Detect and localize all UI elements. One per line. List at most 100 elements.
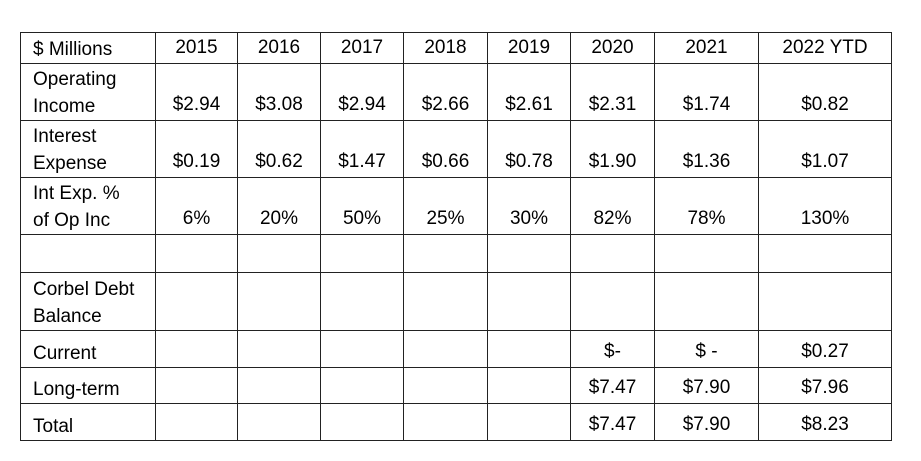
value-cell (155, 367, 238, 404)
table-row (20, 234, 892, 273)
value-cell: 20% (237, 177, 321, 235)
table-row: Operating Income $2.94 $3.08 $2.94 $2.66 $2.61… (20, 63, 892, 121)
value-cell: 6% (155, 177, 238, 235)
value-cell: $7.47 (570, 367, 655, 404)
value-cell (155, 403, 238, 441)
value-cell: 78% (654, 177, 759, 235)
value-cell: $7.47 (570, 403, 655, 441)
value-cell: $1.74 (654, 63, 759, 121)
year-header-cell: 2017 (320, 32, 404, 64)
row-label-line: Balance (33, 306, 102, 327)
year-header-cell: 2020 (570, 32, 655, 64)
value-cell (320, 403, 404, 441)
financial-table: $ Millions 2015 2016 2017 2018 2019 2020 2021 20… (20, 32, 892, 441)
value-cell (570, 234, 655, 273)
value-cell (570, 272, 655, 331)
row-label-line: Long-term (33, 379, 120, 400)
row-label-cell: Total (20, 403, 156, 441)
year-header-cell: 2021 (654, 32, 759, 64)
value-cell (403, 330, 488, 368)
value-cell: $1.07 (758, 120, 892, 178)
value-cell: $2.94 (155, 63, 238, 121)
row-label-line: Income (33, 96, 96, 117)
row-label-line: of Op Inc (33, 210, 111, 231)
table-row: Long-term $7.47 $7.90 $7.96 (20, 367, 892, 404)
year-header-cell: 2016 (237, 32, 321, 64)
value-cell: $0.19 (155, 120, 238, 178)
table-row: Current $- $ - $0.27 (20, 330, 892, 368)
value-cell: $1.47 (320, 120, 404, 178)
row-label-cell: Current (20, 330, 156, 368)
value-cell: $7.90 (654, 367, 759, 404)
value-cell: $1.90 (570, 120, 655, 178)
value-cell (237, 403, 321, 441)
value-cell: $0.78 (487, 120, 571, 178)
value-cell: 30% (487, 177, 571, 235)
row-label-cell: Interest Expense (20, 120, 156, 178)
row-label-cell: Int Exp. % of Op Inc (20, 177, 156, 235)
value-cell: $2.66 (403, 63, 488, 121)
year-header-cell: 2019 (487, 32, 571, 64)
value-cell: $ - (654, 330, 759, 368)
row-label-line (33, 245, 155, 272)
table-body: $ Millions 2015 2016 2017 2018 2019 2020 2021 20… (20, 32, 892, 441)
value-cell: $- (570, 330, 655, 368)
value-cell: $2.61 (487, 63, 571, 121)
value-cell: $0.62 (237, 120, 321, 178)
value-cell (758, 234, 892, 273)
row-label-cell: Operating Income (20, 63, 156, 121)
value-cell (237, 272, 321, 331)
value-cell: 50% (320, 177, 404, 235)
value-cell (155, 330, 238, 368)
value-cell (758, 272, 892, 331)
year-header-cell: 2015 (155, 32, 238, 64)
value-cell (320, 367, 404, 404)
row-label-cell: Corbel Debt Balance (20, 272, 156, 331)
value-cell (487, 330, 571, 368)
value-cell (320, 272, 404, 331)
value-cell (487, 272, 571, 331)
value-cell: $3.08 (237, 63, 321, 121)
row-label-line: Int Exp. % (33, 183, 120, 204)
row-label-line: Expense (33, 153, 107, 174)
value-cell (155, 234, 238, 273)
value-cell: 25% (403, 177, 488, 235)
value-cell: $2.31 (570, 63, 655, 121)
row-label-line: Interest (33, 126, 97, 147)
value-cell: $8.23 (758, 403, 892, 441)
value-cell: $0.82 (758, 63, 892, 121)
value-cell: 82% (570, 177, 655, 235)
value-cell (155, 272, 238, 331)
value-cell (487, 403, 571, 441)
value-cell (237, 330, 321, 368)
value-cell: $7.90 (654, 403, 759, 441)
table-row: Int Exp. % of Op Inc 6% 20% 50% 25% 30% 82% 78% 1… (20, 177, 892, 235)
row-label-line: Total (33, 416, 74, 437)
year-header-cell: 2022 YTD (758, 32, 892, 64)
value-cell: 130% (758, 177, 892, 235)
row-label-line: Corbel Debt (33, 279, 135, 300)
header-label-cell: $ Millions (20, 32, 156, 64)
value-cell (403, 272, 488, 331)
value-cell: $0.27 (758, 330, 892, 368)
row-label-cell: Long-term (20, 367, 156, 404)
value-cell: $0.66 (403, 120, 488, 178)
value-cell (237, 234, 321, 273)
value-cell (320, 234, 404, 273)
value-cell (654, 234, 759, 273)
header-row: $ Millions 2015 2016 2017 2018 2019 2020 2021 20… (20, 32, 892, 64)
value-cell (487, 234, 571, 273)
table-row: Interest Expense $0.19 $0.62 $1.47 $0.66 $0.78… (20, 120, 892, 178)
row-label-line: Current (33, 343, 97, 364)
table-row: Total $7.47 $7.90 $8.23 (20, 403, 892, 441)
value-cell (487, 367, 571, 404)
value-cell (403, 367, 488, 404)
value-cell: $7.96 (758, 367, 892, 404)
value-cell (403, 234, 488, 273)
value-cell: $2.94 (320, 63, 404, 121)
row-label-line: Operating (33, 69, 117, 90)
value-cell (403, 403, 488, 441)
value-cell (320, 330, 404, 368)
year-header-cell: 2018 (403, 32, 488, 64)
row-label-cell (20, 234, 156, 273)
